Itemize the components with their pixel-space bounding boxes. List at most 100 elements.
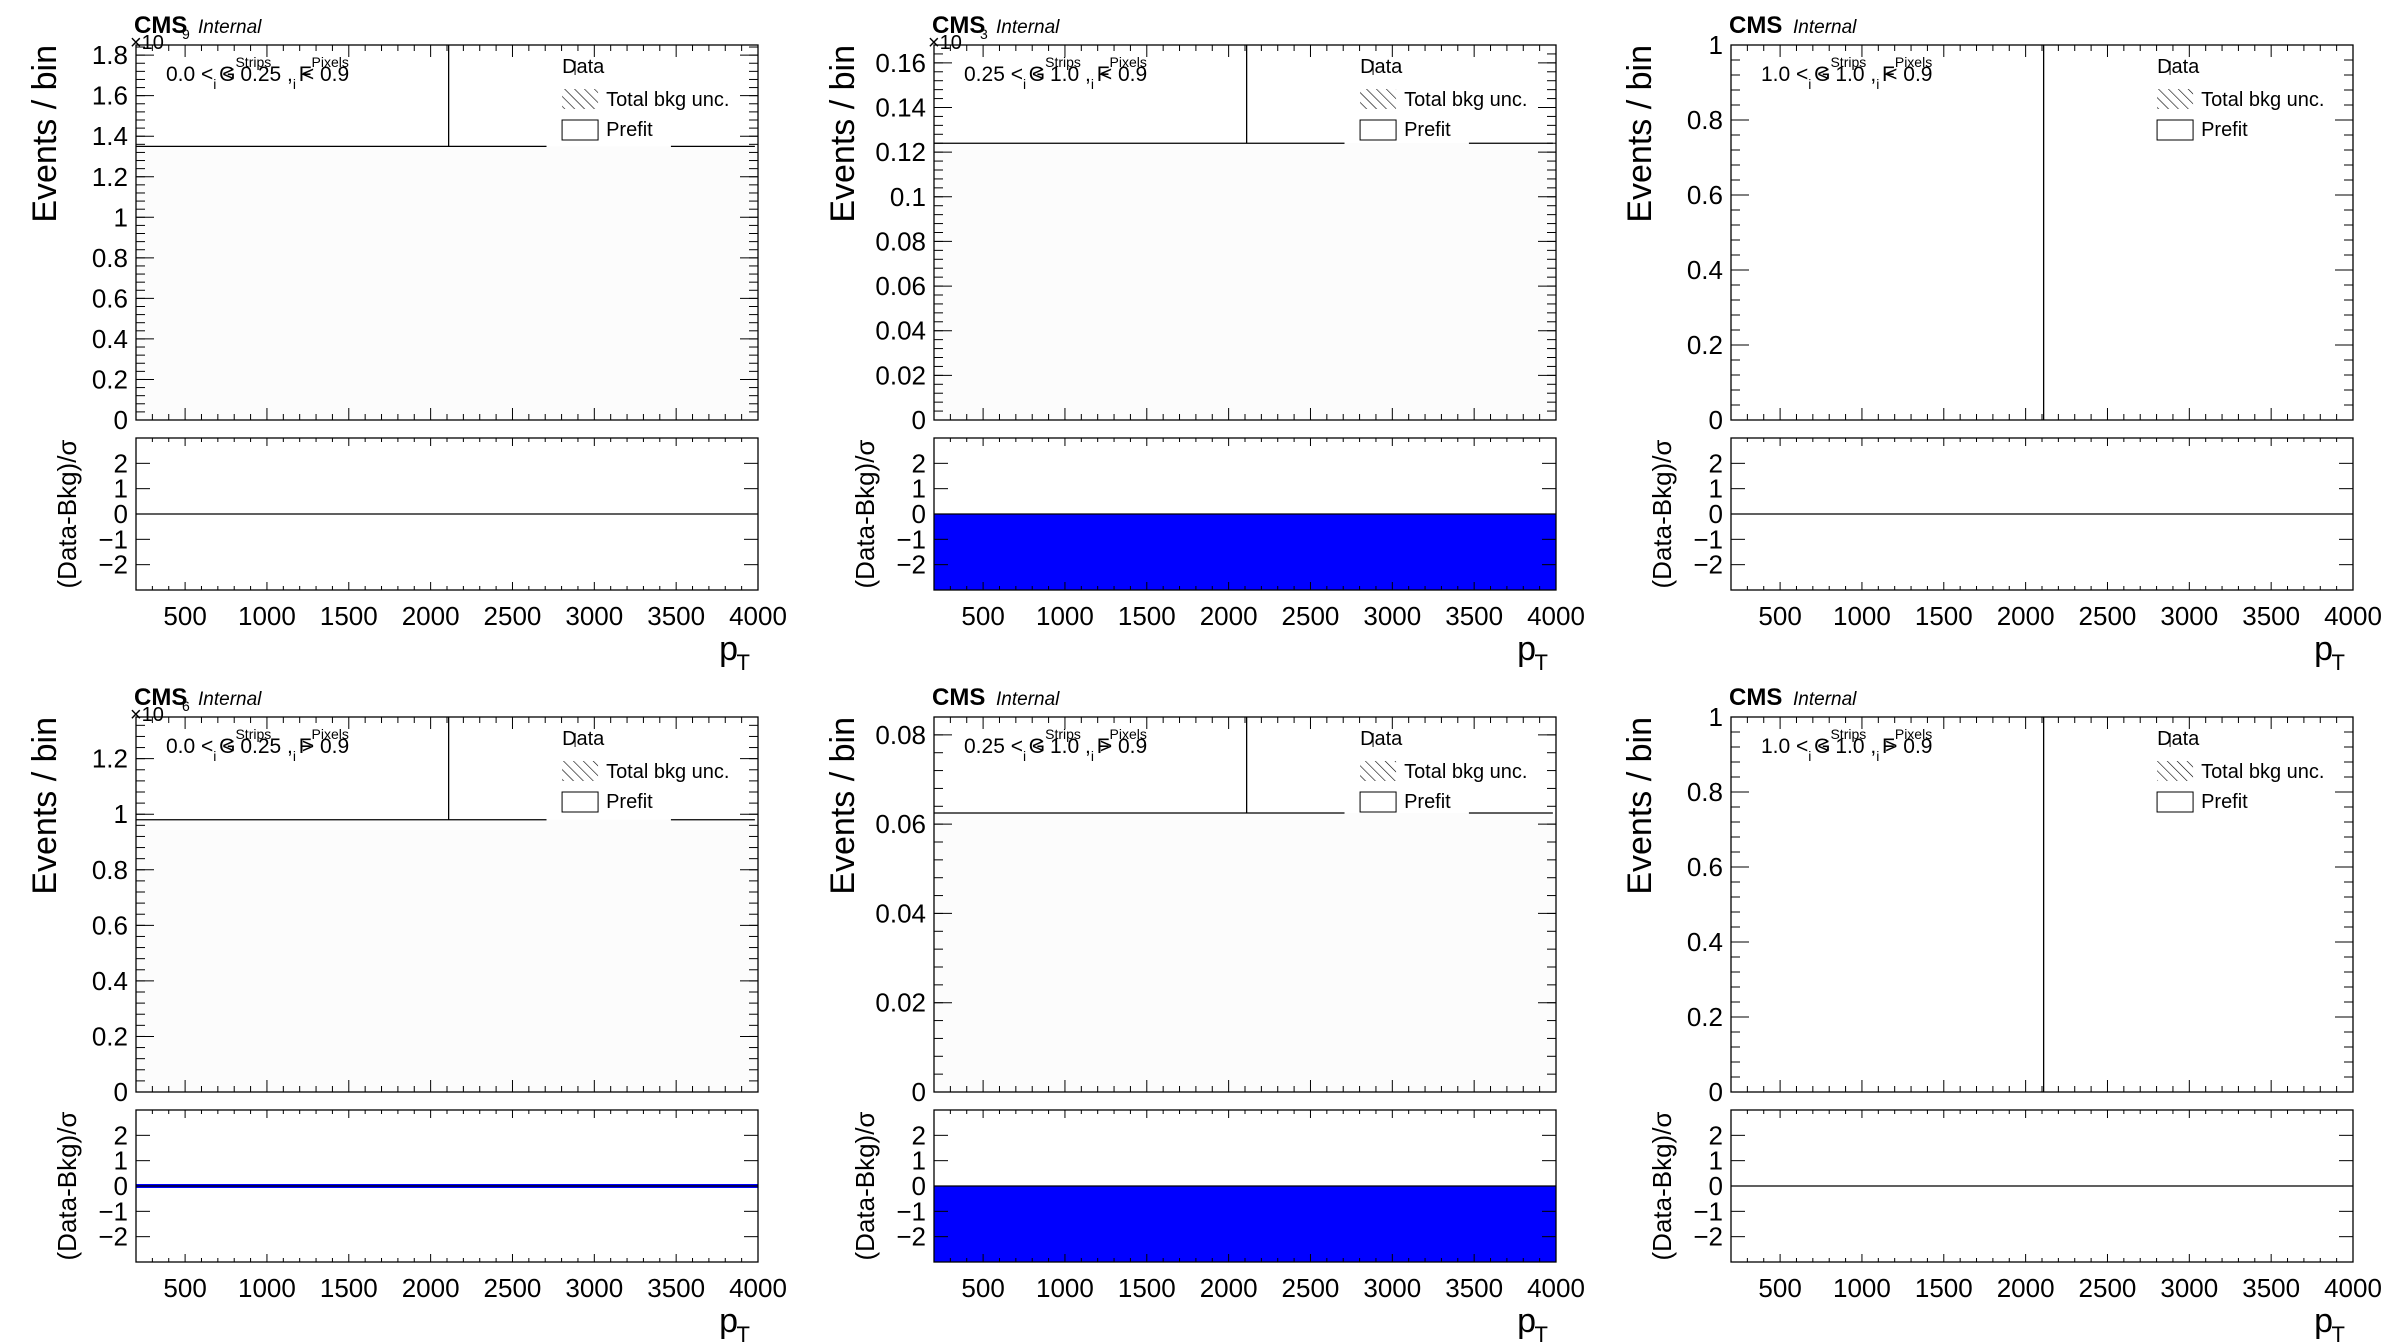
ratio-y-tick-label: 2 bbox=[1709, 1120, 1723, 1150]
x-tick-label: 2500 bbox=[2079, 601, 2137, 631]
cms-label: CMS bbox=[932, 684, 985, 711]
x-tick-label: 3000 bbox=[1363, 1273, 1421, 1303]
legend-data-label: Data bbox=[2157, 56, 2200, 78]
x-tick-label: 2000 bbox=[1200, 1273, 1258, 1303]
region-label-part: i bbox=[1091, 76, 1094, 92]
ratio-y-tick-label: −2 bbox=[1693, 1222, 1723, 1252]
region-label-part: i bbox=[1876, 76, 1879, 92]
region-label-part: Pixels bbox=[1895, 726, 1932, 742]
region-label-part: i bbox=[213, 76, 216, 92]
y-tick-label: 0.8 bbox=[1687, 777, 1723, 807]
region-label-part: i bbox=[293, 76, 296, 92]
cms-label: CMS bbox=[1729, 684, 1782, 711]
region-label-part: < 1.0 , F bbox=[1026, 63, 1109, 86]
y-tick-label: 0.04 bbox=[875, 898, 926, 928]
y-tick-label: 0 bbox=[912, 405, 926, 435]
x-tick-label: 3000 bbox=[565, 601, 623, 631]
x-tick-label: 1500 bbox=[1915, 601, 1973, 631]
main-pad bbox=[1731, 717, 2353, 1092]
cms-extra-label: Internal bbox=[996, 689, 1060, 710]
x-tick-label: 1500 bbox=[1118, 1273, 1176, 1303]
region-label-part: 0.25 < G bbox=[964, 63, 1045, 86]
legend-unc-label: Total bkg unc. bbox=[1404, 89, 1527, 111]
y-tick-label: 0.8 bbox=[92, 855, 128, 885]
y-axis-title: Events / bin bbox=[824, 717, 862, 895]
x-tick-label: 2000 bbox=[1200, 601, 1258, 631]
cms-extra-label: Internal bbox=[1793, 17, 1857, 38]
y-tick-label: 0.08 bbox=[875, 226, 926, 256]
region-label-part: Strips bbox=[1830, 54, 1866, 70]
x-tick-label: 4000 bbox=[729, 1273, 787, 1303]
legend-unc-swatch bbox=[562, 89, 599, 109]
x-tick-label: 1500 bbox=[1915, 1273, 1973, 1303]
ratio-y-axis-title: (Data-Bkg)/σ bbox=[1647, 1112, 1677, 1261]
legend-prefit-label: Prefit bbox=[2201, 119, 2248, 141]
ratio-y-tick-label: −2 bbox=[98, 1222, 128, 1252]
y-tick-label: 1.8 bbox=[92, 40, 128, 70]
region-label-part: Pixels bbox=[1895, 54, 1932, 70]
x-tick-label: 1500 bbox=[320, 1273, 378, 1303]
region-label-part: < 1.0 , F bbox=[1811, 735, 1894, 758]
ratio-y-tick-label: 2 bbox=[912, 448, 926, 478]
x-axis-title: p bbox=[2314, 630, 2333, 668]
ratio-pull-bar bbox=[934, 514, 1556, 590]
legend-unc-swatch bbox=[2157, 89, 2194, 109]
ratio-y-tick-label: −2 bbox=[896, 550, 926, 580]
cms-extra-label: Internal bbox=[996, 17, 1060, 38]
x-tick-label: 1500 bbox=[320, 601, 378, 631]
y-axis-title: Events / bin bbox=[26, 717, 64, 895]
x-tick-label: 1000 bbox=[238, 1273, 296, 1303]
y-tick-label: 1.6 bbox=[92, 81, 128, 111]
x-tick-label: 2500 bbox=[1282, 601, 1340, 631]
y-tick-label: 1 bbox=[1709, 702, 1723, 732]
y-tick-label: 0.02 bbox=[875, 988, 926, 1018]
legend-unc-label: Total bkg unc. bbox=[606, 89, 729, 111]
x-tick-label: 1000 bbox=[1833, 601, 1891, 631]
region-label-part: Pixels bbox=[1110, 726, 1147, 742]
x-tick-label: 3500 bbox=[2242, 1273, 2300, 1303]
x-tick-label: 2500 bbox=[484, 601, 542, 631]
y-tick-label: 0.6 bbox=[92, 283, 128, 313]
ratio-y-tick-label: 1 bbox=[912, 474, 926, 504]
region-label-part: < 1.0 , F bbox=[1811, 63, 1894, 86]
x-tick-label: 4000 bbox=[2324, 1273, 2382, 1303]
legend-data-label: Data bbox=[562, 56, 605, 78]
cms-label: CMS bbox=[134, 684, 187, 711]
region-label-part: > 0.9 bbox=[1879, 735, 1932, 758]
region-label-part: i bbox=[1876, 748, 1879, 764]
region-label-part: i bbox=[1091, 748, 1094, 764]
x-tick-label: 2000 bbox=[402, 601, 460, 631]
region-label-part: 1.0 < G bbox=[1761, 63, 1830, 86]
y-tick-label: 0.06 bbox=[875, 271, 926, 301]
region-label: 0.0 < GStrips i < 0.25 , FPixels i > 0.9 bbox=[166, 726, 349, 764]
region-label-part: Pixels bbox=[312, 726, 349, 742]
ratio-y-tick-label: −1 bbox=[896, 1196, 926, 1226]
x-tick-label: 2000 bbox=[402, 1273, 460, 1303]
x-tick-label: 3500 bbox=[1445, 1273, 1503, 1303]
region-label-part: < 0.25 , F bbox=[216, 63, 311, 86]
region-label-part: < 0.9 bbox=[296, 63, 349, 86]
legend-prefit-swatch bbox=[2156, 119, 2194, 141]
cms-label: CMS bbox=[932, 12, 985, 39]
exponent-power: 3 bbox=[980, 26, 988, 42]
legend-prefit-label: Prefit bbox=[606, 119, 653, 141]
cms-extra-label: Internal bbox=[198, 17, 262, 38]
region-label: 0.25 < GStrips i < 1.0 , FPixels i < 0.9 bbox=[964, 54, 1147, 92]
y-tick-label: 0.6 bbox=[92, 910, 128, 940]
y-tick-label: 0.6 bbox=[1687, 852, 1723, 882]
ratio-y-tick-label: 1 bbox=[912, 1146, 926, 1176]
y-tick-label: 0.14 bbox=[875, 93, 926, 123]
y-axis-title: Events / bin bbox=[26, 45, 64, 223]
y-axis-title: Events / bin bbox=[1621, 45, 1659, 223]
x-axis-title: p bbox=[719, 630, 738, 668]
background-fill bbox=[137, 819, 757, 1092]
y-tick-label: 1 bbox=[114, 799, 128, 829]
x-axis-title: p bbox=[719, 1302, 738, 1340]
x-axis-title-subscript: T bbox=[1535, 650, 1548, 675]
region-label-part: Strips bbox=[235, 54, 271, 70]
x-tick-label: 4000 bbox=[1527, 601, 1585, 631]
